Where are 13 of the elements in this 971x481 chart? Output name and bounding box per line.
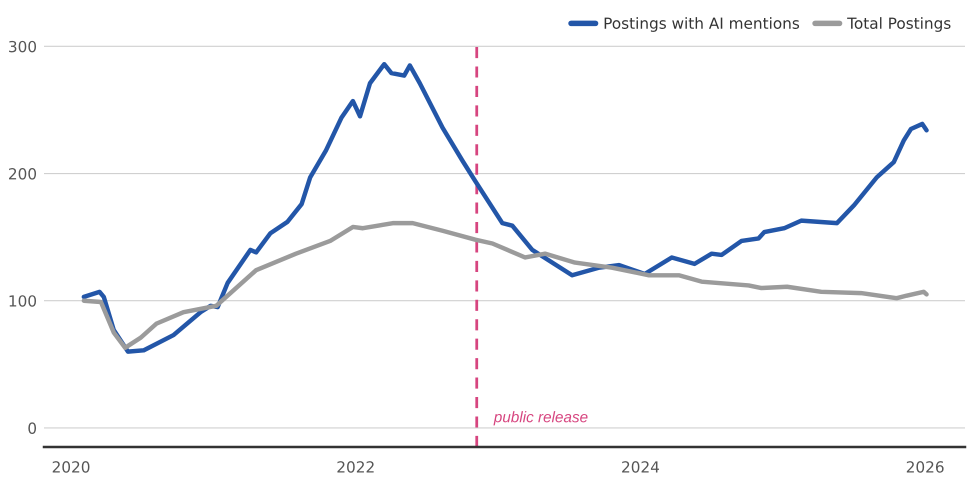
y-tick-label: 0 [28, 422, 36, 434]
line-series [82, 62, 929, 354]
ref-line-label: public release [493, 411, 588, 426]
x-tick-label: 2022 [337, 461, 374, 473]
y-tick-label: 100 [10, 295, 36, 307]
x-tick-label: 2024 [622, 461, 660, 473]
x-tick-label: 2026 [906, 461, 944, 473]
legend-label: Postings with AI mentions [604, 17, 800, 32]
y-tick-label: 200 [9, 168, 36, 180]
line-series [82, 220, 929, 350]
legend-label: Total Postings [847, 17, 951, 32]
y-tick-label: 300 [9, 40, 36, 52]
x-tick-label: 2020 [52, 461, 90, 473]
